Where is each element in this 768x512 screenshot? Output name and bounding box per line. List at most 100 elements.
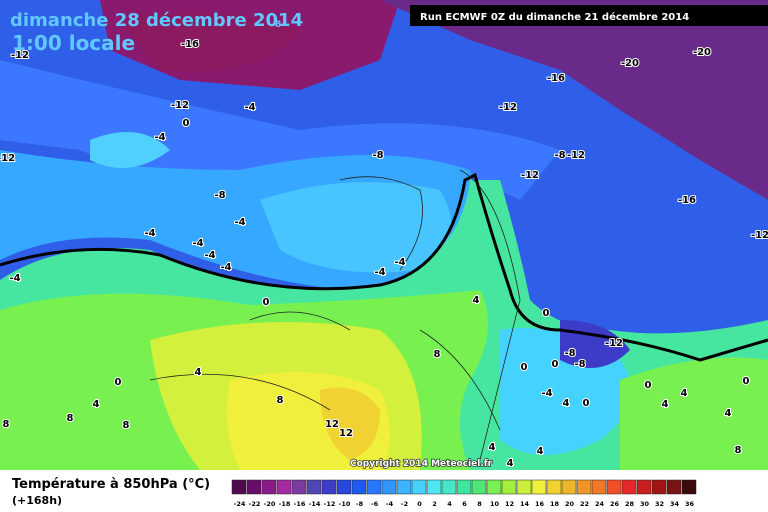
colorbar-swatch [336, 479, 352, 495]
contour-label: 4 [507, 458, 514, 469]
contour-label: -8 [214, 190, 225, 201]
contour-label: -4 [220, 262, 231, 273]
colorbar-swatch [321, 479, 337, 495]
contour-label: 12 [339, 428, 353, 439]
contour-label: 0 [115, 377, 122, 388]
colorbar-tick-label: -14 [309, 500, 321, 508]
contour-label: 0 [543, 308, 550, 319]
colorbar-tick-label: 34 [670, 500, 680, 508]
contour-label: 0 [583, 398, 590, 409]
colorbar-swatch [651, 479, 667, 495]
contour-label: 0 [183, 118, 190, 129]
colorbar-tick-label: 30 [640, 500, 650, 508]
colorbar-swatch [681, 479, 697, 495]
contour-label: -4 [244, 102, 255, 113]
colorbar-swatch [486, 479, 502, 495]
colorbar-swatch [366, 479, 382, 495]
colorbar-swatch [276, 479, 292, 495]
contour-label: 8 [735, 445, 742, 456]
colorbar-tick-label: -22 [249, 500, 261, 508]
colorbar-swatch [351, 479, 367, 495]
map-title: dimanche 28 décembre 2014 [10, 10, 303, 31]
colorbar-tick-label: -24 [234, 500, 246, 508]
contour-label: -12 [605, 338, 623, 349]
colorbar-tick-label: 12 [505, 500, 514, 508]
colorbar: -24 -22 -20 -18 -16 -14 -12 -10 -8 -6 -4 -2 0 2 4 6 8 10 1… [231, 479, 697, 508]
colorbar-swatch [471, 479, 487, 495]
colorbar-tick-label: -8 [356, 500, 364, 508]
contour-label: 8 [277, 395, 284, 406]
colorbar-tick-label: 36 [685, 500, 695, 508]
contour-label: 8 [123, 420, 130, 431]
contour-label: -12 [11, 50, 29, 61]
colorbar-tick-label: -4 [386, 500, 394, 508]
contour-label: -12 [0, 153, 15, 164]
map-subtitle: 1:00 locale [12, 31, 135, 55]
contour-label: -16 [181, 39, 199, 50]
colorbar-tick-label: -20 [264, 500, 276, 508]
contour-label: -4 [394, 257, 405, 268]
colorbar-swatch [591, 479, 607, 495]
colorbar-tick-label: 18 [550, 500, 560, 508]
colorbar-swatch [666, 479, 682, 495]
contour-label: -8 [372, 150, 383, 161]
contour-label: -4 [541, 388, 552, 399]
colorbar-tick-label: -2 [401, 500, 408, 508]
colorbar-swatch [501, 479, 517, 495]
contour-label: 0 [552, 359, 559, 370]
contour-label: -4 [144, 228, 155, 239]
contour-label: 4 [489, 442, 496, 453]
colorbar-swatch [306, 479, 322, 495]
contour-label: -8 [574, 359, 585, 370]
contour-label: -4 [204, 250, 215, 261]
colorbar-tick-label: 20 [565, 500, 575, 508]
colorbar-tick-label: 14 [520, 500, 530, 508]
contour-label: -4 [234, 217, 245, 228]
contour-label: -16 [547, 73, 565, 84]
contour-label: 8 [3, 419, 10, 430]
colorbar-swatch [396, 479, 412, 495]
contour-label: -20 [693, 47, 711, 58]
run-box [410, 5, 768, 26]
colorbar-tick-label: 26 [610, 500, 620, 508]
contour-label: 0 [263, 297, 270, 308]
colorbar-tick-label: -12 [324, 500, 336, 508]
contour-label: -12 [567, 150, 585, 161]
contour-label: 4 [473, 295, 480, 306]
colorbar-swatch [516, 479, 532, 495]
contour-label: -4 [154, 132, 165, 143]
colorbar-swatch [456, 479, 472, 495]
colorbar-swatch [576, 479, 592, 495]
colorbar-tick-label: 28 [625, 500, 635, 508]
legend-title: Température à 850hPa (°C) [12, 477, 210, 492]
run-info: Run ECMWF 0Z du dimanche 21 décembre 201… [420, 11, 689, 23]
colorbar-tick-label: -18 [279, 500, 291, 508]
colorbar-tick-label: 22 [580, 500, 589, 508]
contour-label: 0 [743, 376, 750, 387]
contour-label: -12 [521, 170, 539, 181]
contour-label: -12 [171, 100, 189, 111]
colorbar-tick-label: 8 [477, 500, 482, 508]
title-mark: 8 [275, 20, 281, 30]
colorbar-swatch [546, 479, 562, 495]
contour-label: -16 [678, 195, 696, 206]
contour-label: 8 [434, 349, 441, 360]
copyright: Copyright 2014 Meteociel.fr [350, 459, 493, 469]
colorbar-swatch [636, 479, 652, 495]
contour-label: -4 [9, 273, 20, 284]
colorbar-swatch [291, 479, 307, 495]
contour-label: -12 [499, 102, 517, 113]
contour-label: 4 [537, 446, 544, 457]
colorbar-tick-label: 10 [490, 500, 500, 508]
colorbar-tick-label: 24 [595, 500, 605, 508]
contour-label: 4 [93, 399, 100, 410]
colorbar-tick-label: 32 [655, 500, 664, 508]
colorbar-tick-label: 2 [432, 500, 437, 508]
contour-label: -20 [621, 58, 639, 69]
colorbar-tick-label: -16 [294, 500, 306, 508]
map-background [0, 0, 768, 470]
colorbar-swatch [411, 479, 427, 495]
colorbar-swatch [231, 479, 247, 495]
contour-label: 12 [325, 419, 339, 430]
